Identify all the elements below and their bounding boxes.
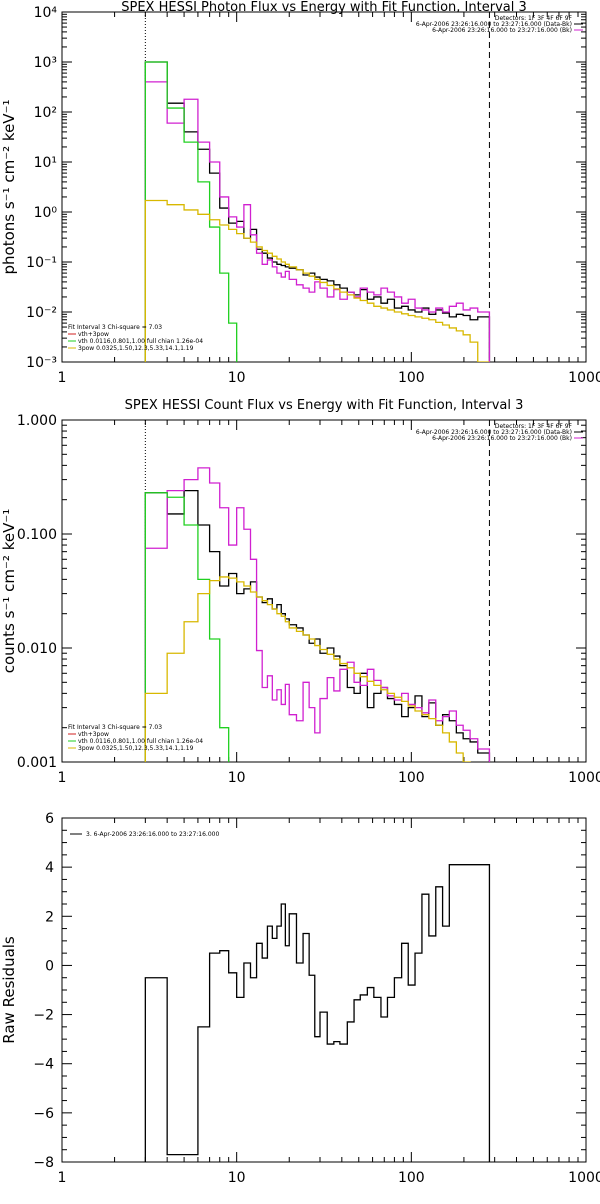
legend-bottom-entry: Fit Interval 3 Chi-square = 7.03 [68,324,162,331]
x-tick-label: 1 [58,370,67,386]
legend-bottom-entry: vth+3pow [78,731,109,738]
y-tick-label: −4 [33,1057,54,1073]
series-yellow [144,576,491,762]
x-tick-label: 1000 [568,370,600,386]
y-axis-label: counts s⁻¹ cm⁻² keV⁻¹ [0,509,18,674]
y-tick-label: 1.000 [17,413,57,429]
y-tick-label: 6 [45,811,54,827]
y-tick-label: 10³ [34,55,57,71]
plot-frame [61,817,587,1163]
y-tick-label: 10⁻¹ [26,255,57,271]
x-tick-label: 1000 [568,1170,600,1186]
legend-top-entry: 6-Apr-2006 23:26:16.000 to 23:27:16.000 … [416,429,572,436]
y-tick-label: 0 [45,958,54,974]
x-tick-label: 10 [228,370,246,386]
legend-bottom-entry: vth 0.0116,0.801,1.00 full chian 1.26e-0… [78,738,203,745]
y-tick-label: 10² [34,105,57,121]
series-yellow [144,199,490,362]
legend-top-entry: Detectors: 1F 3F 4F 6F 9F [495,15,573,22]
y-tick-label: 10⁰ [34,205,58,221]
y-tick-label: −8 [33,1155,54,1171]
legend-top-entry: 6-Apr-2006 23:26:16.000 to 23:27:16.000 … [416,21,572,28]
x-tick-label: 10 [228,770,246,786]
y-tick-label: 10⁴ [34,5,58,21]
series-group [144,467,491,762]
chart-panel-2: SPEX HESSI Count Flux vs Energy with Fit… [0,398,600,786]
chart-title: SPEX HESSI Count Flux vs Energy with Fit… [125,398,524,413]
legend-entry: 3. 6-Apr-2006 23:26:16.000 to 23:27:16.0… [86,831,219,838]
series-magenta [144,81,491,362]
legend-bottom-entry: Fit Interval 3 Chi-square = 7.03 [68,724,162,731]
y-tick-label: 0.010 [17,641,57,657]
x-tick-label: 100 [398,770,425,786]
y-tick-label: 4 [45,860,54,876]
legend-top-entry: 6-Apr-2006 23:26:16.000 to 23:27:16.000 … [432,27,572,34]
legend-bottom-entry: vth 0.0116,0.801,1.00 full chian 1.26e-0… [78,338,203,345]
y-tick-label: −2 [33,1008,54,1024]
series-black [144,61,491,362]
y-tick-label: 0.100 [17,527,57,543]
chart-panel-1: SPEX HESSI Photon Flux vs Energy with Fi… [0,0,600,386]
series-group [144,61,491,362]
series-magenta [144,467,491,762]
x-tick-label: 100 [398,370,425,386]
legend-top-entry: Detectors: 1F 3F 4F 6F 9F [495,423,573,430]
x-tick-label: 100 [398,1170,425,1186]
y-tick-label: −6 [33,1106,54,1122]
legend-bottom-entry: 3pow 0.0325,1.50,12.3,5.33,14.1,1.19 [78,345,194,352]
y-tick-label: 10⁻³ [26,355,57,371]
series-group [144,864,491,1162]
x-tick-label: 1 [58,770,67,786]
chart-panel-3: 1 10 100 1000 −8 −6 −4 −2 0 2 4 6 Raw Residuals 3. 6-… [0,811,600,1186]
x-tick-label: 10 [228,1170,246,1186]
y-tick-label: 0.001 [17,755,57,771]
plot-frame [61,11,587,363]
y-tick-label: 10⁻² [26,305,57,321]
y-axis-label: Raw Residuals [0,936,18,1044]
y-tick-label: 2 [45,909,54,925]
chart-title: SPEX HESSI Photon Flux vs Energy with Fi… [121,0,527,15]
legend-bottom-entry: 3pow 0.0325,1.50,12.3,5.33,14.1,1.19 [78,745,194,752]
series-black [144,864,491,1162]
y-tick-label: 10¹ [34,155,57,171]
y-axis-label: photons s⁻¹ cm⁻² keV⁻¹ [0,100,18,275]
x-tick-label: 1000 [568,770,600,786]
series-green [144,61,245,362]
plot-frame [61,419,587,763]
legend-top-entry: 6-Apr-2006 23:26:16.000 to 23:27:16.000 … [432,435,572,442]
legend-bottom-entry: vth+3pow [78,331,109,338]
x-tick-label: 1 [58,1170,67,1186]
series-green [144,492,238,762]
